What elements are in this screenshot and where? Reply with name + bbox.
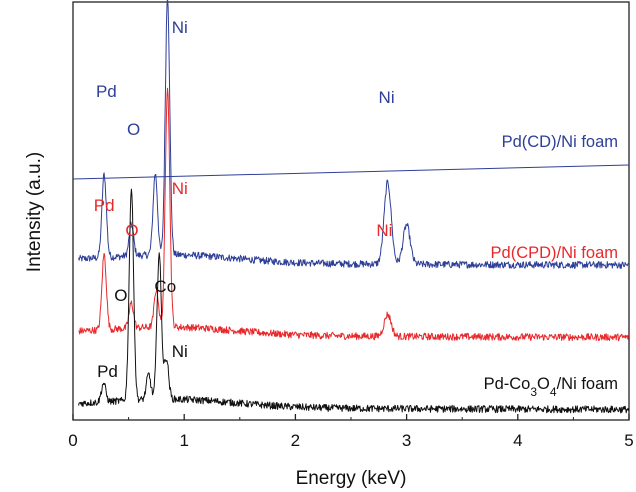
series-label: Pd-Co3O4/Ni foam (484, 375, 618, 399)
peak-label: Pd (96, 82, 117, 101)
spectrum-trace (78, 0, 630, 269)
spectrum-trace (78, 87, 630, 342)
x-tick-label: 3 (402, 431, 411, 450)
x-tick-label: 5 (624, 431, 633, 450)
x-tick-label: 0 (68, 431, 77, 450)
y-axis-title: Intensity (a.u.) (24, 152, 45, 272)
x-axis-ticks: 0 1 2 3 4 5 (68, 414, 634, 450)
x-tick-label: 1 (179, 431, 188, 450)
peak-label: Co (154, 277, 176, 296)
peak-label: Ni (376, 221, 392, 240)
series-label: Pd(CD)/Ni foam (502, 133, 618, 151)
peak-label: Ni (379, 88, 395, 107)
peak-label: Ni (172, 179, 188, 198)
series-label: Pd(CPD)/Ni foam (491, 244, 618, 262)
peak-annotations: Pd(CD)/Ni foam Pd O Ni Ni Pd(CPD)/Ni foam Pd O N… (94, 18, 618, 399)
peak-label: Pd (94, 196, 115, 215)
spectra-traces (72, 0, 630, 414)
peak-label: O (125, 221, 138, 240)
x-axis-title: Energy (keV) (296, 468, 407, 489)
peak-label: O (127, 120, 140, 139)
peak-label: Ni (172, 342, 188, 361)
plot-frame (72, 1, 630, 421)
peak-label: Pd (97, 362, 118, 381)
peak-label: O (114, 286, 127, 305)
x-tick-label: 4 (513, 431, 522, 450)
x-tick-label: 2 (291, 431, 300, 450)
background-fit-line (72, 164, 630, 180)
peak-label: Ni (172, 18, 188, 37)
spectrum-trace (78, 188, 630, 414)
